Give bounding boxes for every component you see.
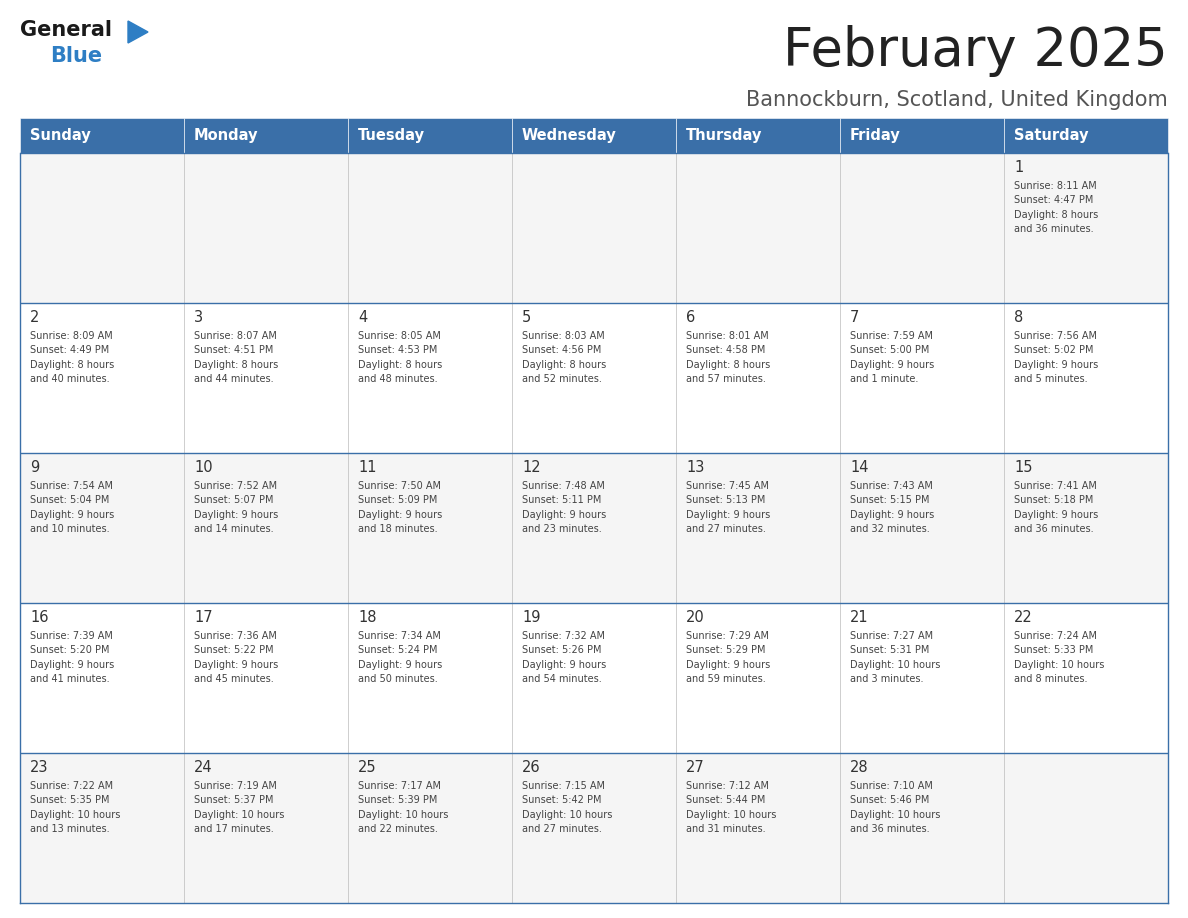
Bar (512, 118, 676, 153)
Text: Saturday: Saturday (1015, 128, 1088, 143)
Text: 21: 21 (849, 610, 868, 625)
Bar (1004, 118, 1168, 153)
Text: 3: 3 (194, 310, 203, 325)
Text: 15: 15 (1015, 460, 1032, 475)
Text: Sunrise: 7:32 AM
Sunset: 5:26 PM
Daylight: 9 hours
and 54 minutes.: Sunrise: 7:32 AM Sunset: 5:26 PM Dayligh… (522, 631, 606, 684)
Bar (20, 753, 1168, 903)
Bar (20, 453, 1168, 603)
Text: Wednesday: Wednesday (522, 128, 617, 143)
Text: Sunrise: 8:01 AM
Sunset: 4:58 PM
Daylight: 8 hours
and 57 minutes.: Sunrise: 8:01 AM Sunset: 4:58 PM Dayligh… (685, 331, 770, 385)
Bar (840, 118, 1004, 153)
Text: Sunrise: 7:15 AM
Sunset: 5:42 PM
Daylight: 10 hours
and 27 minutes.: Sunrise: 7:15 AM Sunset: 5:42 PM Dayligh… (522, 781, 612, 834)
Text: Sunrise: 7:24 AM
Sunset: 5:33 PM
Daylight: 10 hours
and 8 minutes.: Sunrise: 7:24 AM Sunset: 5:33 PM Dayligh… (1015, 631, 1105, 684)
Text: 4: 4 (358, 310, 367, 325)
Text: Sunrise: 8:03 AM
Sunset: 4:56 PM
Daylight: 8 hours
and 52 minutes.: Sunrise: 8:03 AM Sunset: 4:56 PM Dayligh… (522, 331, 606, 385)
Bar (676, 118, 840, 153)
Text: 1: 1 (1015, 160, 1023, 175)
Text: Sunrise: 7:59 AM
Sunset: 5:00 PM
Daylight: 9 hours
and 1 minute.: Sunrise: 7:59 AM Sunset: 5:00 PM Dayligh… (849, 331, 934, 385)
Text: Sunrise: 7:56 AM
Sunset: 5:02 PM
Daylight: 9 hours
and 5 minutes.: Sunrise: 7:56 AM Sunset: 5:02 PM Dayligh… (1015, 331, 1098, 385)
Bar (20, 603, 1168, 753)
Polygon shape (128, 21, 148, 43)
Text: Sunrise: 8:05 AM
Sunset: 4:53 PM
Daylight: 8 hours
and 48 minutes.: Sunrise: 8:05 AM Sunset: 4:53 PM Dayligh… (358, 331, 442, 385)
Text: 25: 25 (358, 760, 377, 775)
Text: 23: 23 (30, 760, 49, 775)
Text: 17: 17 (194, 610, 213, 625)
Text: Tuesday: Tuesday (358, 128, 425, 143)
Text: 22: 22 (1015, 610, 1032, 625)
Bar (184, 118, 348, 153)
Text: 19: 19 (522, 610, 541, 625)
Text: 27: 27 (685, 760, 704, 775)
Bar (20, 153, 1168, 303)
Text: Sunrise: 7:48 AM
Sunset: 5:11 PM
Daylight: 9 hours
and 23 minutes.: Sunrise: 7:48 AM Sunset: 5:11 PM Dayligh… (522, 481, 606, 534)
Text: 5: 5 (522, 310, 531, 325)
Text: Sunrise: 7:19 AM
Sunset: 5:37 PM
Daylight: 10 hours
and 17 minutes.: Sunrise: 7:19 AM Sunset: 5:37 PM Dayligh… (194, 781, 284, 834)
Text: General: General (20, 20, 112, 40)
Text: 14: 14 (849, 460, 868, 475)
Text: Sunrise: 7:54 AM
Sunset: 5:04 PM
Daylight: 9 hours
and 10 minutes.: Sunrise: 7:54 AM Sunset: 5:04 PM Dayligh… (30, 481, 114, 534)
Text: Sunday: Sunday (30, 128, 90, 143)
Text: 9: 9 (30, 460, 39, 475)
Text: Sunrise: 7:43 AM
Sunset: 5:15 PM
Daylight: 9 hours
and 32 minutes.: Sunrise: 7:43 AM Sunset: 5:15 PM Dayligh… (849, 481, 934, 534)
Text: 12: 12 (522, 460, 541, 475)
Text: 16: 16 (30, 610, 49, 625)
Text: Thursday: Thursday (685, 128, 763, 143)
Bar (20, 118, 184, 153)
Text: Sunrise: 7:34 AM
Sunset: 5:24 PM
Daylight: 9 hours
and 50 minutes.: Sunrise: 7:34 AM Sunset: 5:24 PM Dayligh… (358, 631, 442, 684)
Text: Sunrise: 7:22 AM
Sunset: 5:35 PM
Daylight: 10 hours
and 13 minutes.: Sunrise: 7:22 AM Sunset: 5:35 PM Dayligh… (30, 781, 120, 834)
Text: Sunrise: 7:27 AM
Sunset: 5:31 PM
Daylight: 10 hours
and 3 minutes.: Sunrise: 7:27 AM Sunset: 5:31 PM Dayligh… (849, 631, 941, 684)
Text: 8: 8 (1015, 310, 1023, 325)
Text: Sunrise: 7:45 AM
Sunset: 5:13 PM
Daylight: 9 hours
and 27 minutes.: Sunrise: 7:45 AM Sunset: 5:13 PM Dayligh… (685, 481, 770, 534)
Text: 6: 6 (685, 310, 695, 325)
Bar (20, 303, 1168, 453)
Text: February 2025: February 2025 (783, 25, 1168, 77)
Text: Sunrise: 8:11 AM
Sunset: 4:47 PM
Daylight: 8 hours
and 36 minutes.: Sunrise: 8:11 AM Sunset: 4:47 PM Dayligh… (1015, 181, 1098, 234)
Text: Sunrise: 7:10 AM
Sunset: 5:46 PM
Daylight: 10 hours
and 36 minutes.: Sunrise: 7:10 AM Sunset: 5:46 PM Dayligh… (849, 781, 941, 834)
Text: 26: 26 (522, 760, 541, 775)
Text: Sunrise: 7:52 AM
Sunset: 5:07 PM
Daylight: 9 hours
and 14 minutes.: Sunrise: 7:52 AM Sunset: 5:07 PM Dayligh… (194, 481, 278, 534)
Text: Sunrise: 7:29 AM
Sunset: 5:29 PM
Daylight: 9 hours
and 59 minutes.: Sunrise: 7:29 AM Sunset: 5:29 PM Dayligh… (685, 631, 770, 684)
Text: 18: 18 (358, 610, 377, 625)
Text: 2: 2 (30, 310, 39, 325)
Text: Sunrise: 7:41 AM
Sunset: 5:18 PM
Daylight: 9 hours
and 36 minutes.: Sunrise: 7:41 AM Sunset: 5:18 PM Dayligh… (1015, 481, 1098, 534)
Text: Bannockburn, Scotland, United Kingdom: Bannockburn, Scotland, United Kingdom (746, 90, 1168, 110)
Text: Friday: Friday (849, 128, 901, 143)
Text: 11: 11 (358, 460, 377, 475)
Text: Sunrise: 7:17 AM
Sunset: 5:39 PM
Daylight: 10 hours
and 22 minutes.: Sunrise: 7:17 AM Sunset: 5:39 PM Dayligh… (358, 781, 448, 834)
Text: Sunrise: 7:50 AM
Sunset: 5:09 PM
Daylight: 9 hours
and 18 minutes.: Sunrise: 7:50 AM Sunset: 5:09 PM Dayligh… (358, 481, 442, 534)
Text: 28: 28 (849, 760, 868, 775)
Text: 10: 10 (194, 460, 213, 475)
Text: Sunrise: 7:12 AM
Sunset: 5:44 PM
Daylight: 10 hours
and 31 minutes.: Sunrise: 7:12 AM Sunset: 5:44 PM Dayligh… (685, 781, 777, 834)
Bar (348, 118, 512, 153)
Text: Sunrise: 7:39 AM
Sunset: 5:20 PM
Daylight: 9 hours
and 41 minutes.: Sunrise: 7:39 AM Sunset: 5:20 PM Dayligh… (30, 631, 114, 684)
Text: Sunrise: 8:09 AM
Sunset: 4:49 PM
Daylight: 8 hours
and 40 minutes.: Sunrise: 8:09 AM Sunset: 4:49 PM Dayligh… (30, 331, 114, 385)
Text: 7: 7 (849, 310, 859, 325)
Text: Sunrise: 8:07 AM
Sunset: 4:51 PM
Daylight: 8 hours
and 44 minutes.: Sunrise: 8:07 AM Sunset: 4:51 PM Dayligh… (194, 331, 278, 385)
Text: 24: 24 (194, 760, 213, 775)
Text: 13: 13 (685, 460, 704, 475)
Text: Monday: Monday (194, 128, 259, 143)
Text: Blue: Blue (50, 46, 102, 66)
Text: Sunrise: 7:36 AM
Sunset: 5:22 PM
Daylight: 9 hours
and 45 minutes.: Sunrise: 7:36 AM Sunset: 5:22 PM Dayligh… (194, 631, 278, 684)
Text: 20: 20 (685, 610, 704, 625)
